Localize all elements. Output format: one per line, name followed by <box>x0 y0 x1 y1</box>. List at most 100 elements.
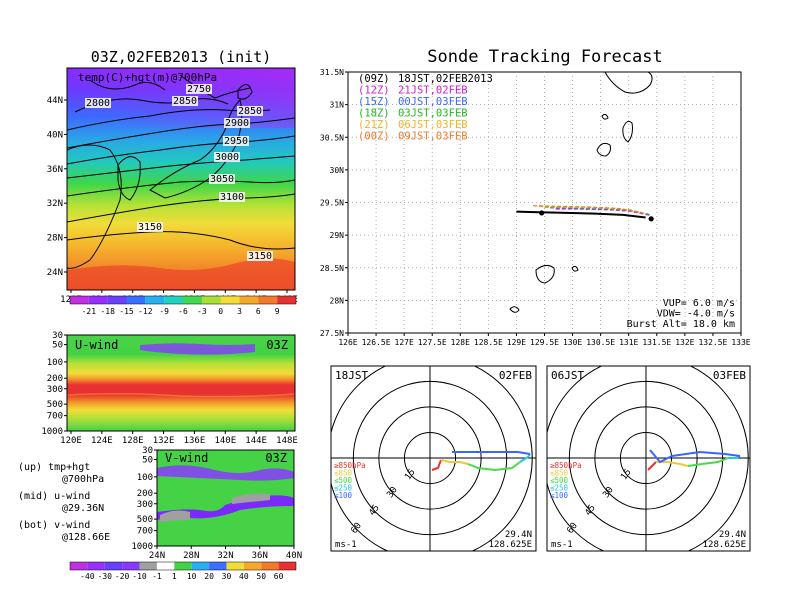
temp-colorbar-swatch <box>220 296 240 304</box>
u-wind-frame <box>66 334 296 432</box>
wind-colorbar-label: -40 <box>80 572 95 581</box>
map-y-tick-label: 36N <box>47 165 63 175</box>
temp-colorbar-swatch <box>70 296 89 304</box>
track-x-tick-label: 132E <box>675 338 694 347</box>
temp-colorbar-label: 9 <box>275 307 280 316</box>
track-end-point <box>539 210 545 216</box>
temp-colorbar-label: -9 <box>159 307 169 316</box>
contour-label-bg <box>224 118 250 128</box>
map-y-tick-label: 44N <box>47 96 63 106</box>
wind-colorbar-swatch <box>156 562 175 570</box>
temp-colorbar-swatch <box>258 296 278 304</box>
side-note-line: (mid) u-wind <box>18 491 90 502</box>
track-legend-time: (18Z) <box>358 108 390 120</box>
side-note-sub: @700hPa <box>62 474 104 485</box>
temp-colorbar-swatch <box>239 296 259 304</box>
hodograph-segment <box>519 453 531 463</box>
u-wind-x-tick-label: 144E <box>245 436 267 446</box>
temp-colorbar-frame <box>69 295 297 305</box>
contour-label-bg <box>137 222 163 232</box>
u-wind-x-tick-label: 132E <box>153 436 175 446</box>
track-info-line: VDW= -4.0 m/s <box>657 309 735 320</box>
u-wind-x-tick-label: 140E <box>214 436 236 446</box>
v-wind-y-tick-label: 700 <box>137 527 153 537</box>
track-series-line <box>516 210 646 219</box>
track-x-tick-label: 132.5E <box>698 338 727 347</box>
track-coastlines <box>509 72 653 313</box>
temp-colorbar-swatch <box>164 296 183 304</box>
hodograph-unit: ms-1 <box>551 540 573 550</box>
hodograph-rings <box>547 366 750 551</box>
map-y-tick-label: 24N <box>47 268 63 278</box>
track-y-tick-label: 31N <box>330 101 345 110</box>
track-x-tick-label: 133E <box>731 338 750 347</box>
track-legend-label: 06JST,03FEB <box>398 119 468 131</box>
hodograph-legend-item: ≤500 <box>550 476 569 485</box>
wind-colorbar-swatch <box>139 562 157 570</box>
temp-colorbar-swatch <box>183 296 202 304</box>
u-wind-y-tick-label: 1000 <box>41 427 63 437</box>
u-wind-y-tick-label: 30 <box>52 331 63 341</box>
temp-colorbar-swatch <box>277 296 296 304</box>
u-wind-x-tick-label: 128E <box>122 436 144 446</box>
wind-colorbar-label: -10 <box>132 572 147 581</box>
v-wind-x-tick-label: 24N <box>149 551 165 561</box>
u-wind-x-tick-label: 148E <box>276 436 298 446</box>
track-legend-time: (12Z) <box>358 85 390 97</box>
hodograph-lat: 29.4N <box>719 530 746 540</box>
map-overlay-label: temp(C)+hgt(m)@700hPa <box>78 71 217 84</box>
contour-label: 2750 <box>187 84 211 95</box>
hodograph-lon: 128.625E <box>703 540 746 550</box>
wind-colorbar-label: 10 <box>187 572 197 581</box>
contour-label-bg <box>172 96 198 106</box>
track-legend-label: 03JST,03FEB <box>398 108 468 120</box>
track-x-tick-label: 127E <box>395 338 414 347</box>
wind-colorbar-label: 60 <box>274 572 284 581</box>
contour-label-bg <box>247 251 273 261</box>
hodograph-legend-item: ≤250 <box>334 484 353 493</box>
wind-colorbar-swatch <box>209 562 227 570</box>
hodograph-legend-item: ≤100 <box>550 491 569 500</box>
wind-colorbar-swatch <box>174 562 192 570</box>
hodograph-legend-item: ≤850 <box>550 469 569 478</box>
temp-colorbar-label: 6 <box>256 307 261 316</box>
track-x-tick-label: 131.5E <box>642 338 671 347</box>
contour-label: 3150 <box>248 251 272 262</box>
map-y-tick-label: 32N <box>47 199 63 209</box>
side-note-sub: @29.36N <box>62 503 104 514</box>
temp-colorbar-label: -21 <box>82 307 97 316</box>
wind-colorbar-swatch <box>226 562 244 570</box>
hodograph-time-label: 18JST <box>335 369 368 382</box>
track-x-tick-label: 128E <box>451 338 470 347</box>
contour-label: 3000 <box>215 152 239 163</box>
v-wind-x-tick-label: 32N <box>217 551 233 561</box>
map-y-tick-label: 40N <box>47 130 63 140</box>
contour-label-bg <box>209 174 235 184</box>
temp-colorbar-label: -3 <box>197 307 207 316</box>
contour-label-bg <box>214 152 240 162</box>
wind-colorbar-swatch <box>261 562 279 570</box>
temp-colorbar-label: 3 <box>237 307 242 316</box>
wind-colorbar-label: 1 <box>172 572 177 581</box>
u-wind-y-tick-label: 100 <box>47 358 63 368</box>
wind-colorbar-label: 40 <box>239 572 249 581</box>
hodograph-segment <box>687 457 729 467</box>
contour-label: 2850 <box>238 106 262 117</box>
track-legend-label: 00JST,03FEB <box>398 96 468 108</box>
hodograph-legend-item: ≤850 <box>334 469 353 478</box>
hodograph-segment <box>431 459 442 471</box>
v-wind-time: 03Z <box>265 451 287 465</box>
track-legend-label: 21JST,02FEB <box>398 85 468 97</box>
track-title: Sonde Tracking Forecast <box>427 47 662 67</box>
temperature-colorbar: -21 -18 -15 -12 -9 -6 -3 0 3 6 9 <box>69 295 297 316</box>
track-y-tick-label: 29.5N <box>320 199 344 208</box>
track-x-tick-label: 130E <box>563 338 582 347</box>
wind-colorbar-swatch <box>70 562 88 570</box>
wind-colorbar-swatch <box>191 562 210 570</box>
wind-colorbar-label: 30 <box>222 572 232 581</box>
v-wind-title: V-wind <box>165 451 208 465</box>
side-note-sub: @128.66E <box>62 532 110 543</box>
hodograph-legend-item: ≤250 <box>550 484 569 493</box>
